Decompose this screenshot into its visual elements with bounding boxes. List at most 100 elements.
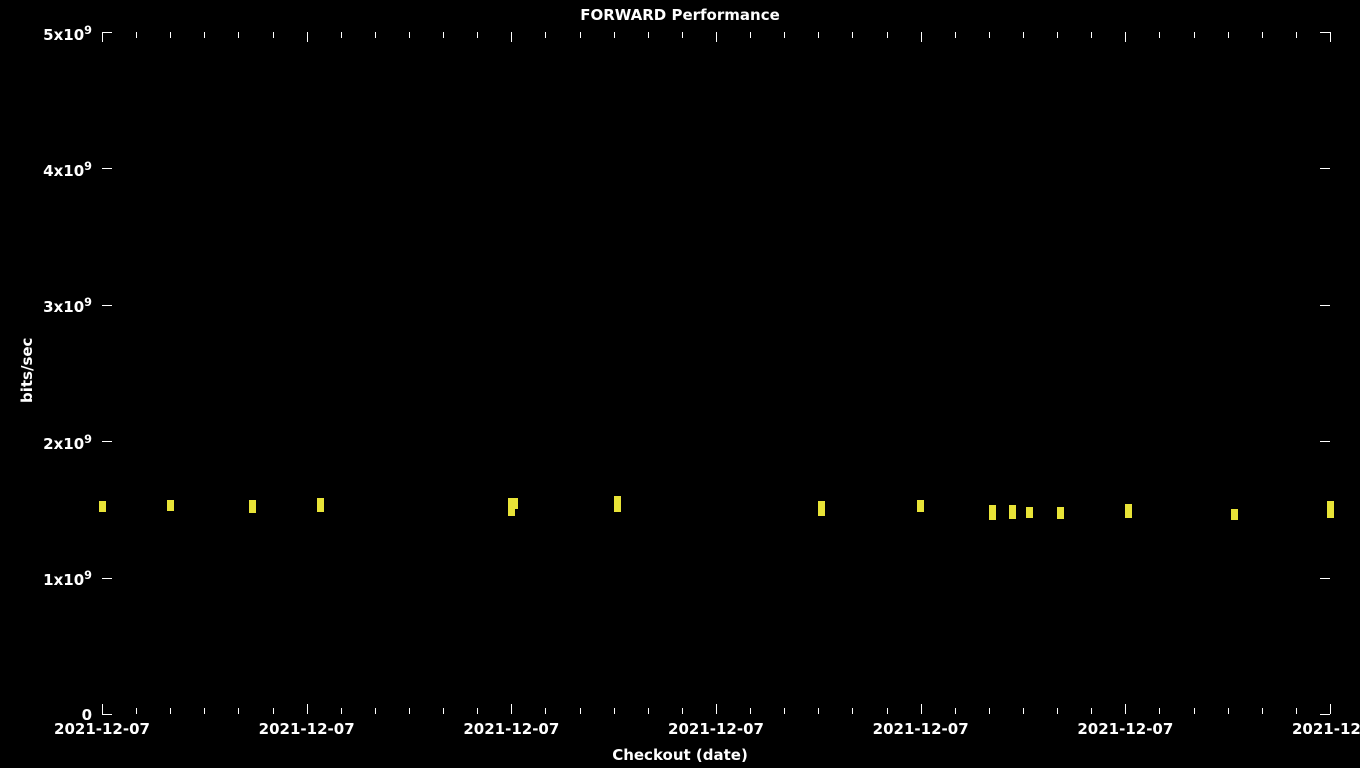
y-tick-label: 4x109 xyxy=(43,160,92,180)
x-tick-minor xyxy=(1159,32,1160,38)
x-tick-minor xyxy=(341,708,342,714)
chart-title: FORWARD Performance xyxy=(0,6,1360,24)
x-tick-major xyxy=(716,704,717,714)
y-tick xyxy=(1320,714,1330,715)
x-tick-minor xyxy=(1296,708,1297,714)
x-tick-minor xyxy=(341,32,342,38)
x-tick-major xyxy=(102,32,103,42)
y-tick xyxy=(102,32,112,33)
x-tick-minor xyxy=(1262,32,1263,38)
x-tick-minor xyxy=(750,32,751,38)
x-tick-minor xyxy=(784,32,785,38)
x-tick-minor xyxy=(648,32,649,38)
data-point xyxy=(1026,507,1033,518)
x-tick-minor xyxy=(1194,708,1195,714)
x-tick-label: 2021-12-07 xyxy=(668,720,764,738)
x-tick-minor xyxy=(204,32,205,38)
y-tick-label: 1x109 xyxy=(43,569,92,589)
x-tick-minor xyxy=(545,708,546,714)
x-tick-minor xyxy=(580,32,581,38)
x-tick-minor xyxy=(409,32,410,38)
x-tick-minor xyxy=(955,708,956,714)
x-tick-minor xyxy=(238,32,239,38)
y-axis-label: bits/sec xyxy=(18,338,36,403)
x-tick-minor xyxy=(1228,708,1229,714)
x-tick-minor xyxy=(580,708,581,714)
x-tick-minor xyxy=(375,32,376,38)
x-tick-minor xyxy=(1057,32,1058,38)
x-tick-minor xyxy=(818,32,819,38)
x-tick-minor xyxy=(409,708,410,714)
x-axis-label: Checkout (date) xyxy=(0,746,1360,764)
x-tick-minor xyxy=(1091,32,1092,38)
x-tick-minor xyxy=(273,32,274,38)
x-tick-minor xyxy=(682,32,683,38)
data-point xyxy=(249,500,256,514)
data-point xyxy=(511,498,518,509)
x-tick-major xyxy=(921,32,922,42)
x-tick-major xyxy=(511,704,512,714)
x-tick-minor xyxy=(1296,32,1297,38)
y-tick xyxy=(102,168,112,169)
x-tick-minor xyxy=(1262,708,1263,714)
data-point xyxy=(917,500,924,512)
x-tick-minor xyxy=(989,32,990,38)
data-point xyxy=(99,501,106,512)
y-tick xyxy=(1320,305,1330,306)
x-tick-major xyxy=(307,704,308,714)
y-tick-label: 3x109 xyxy=(43,296,92,316)
x-tick-label: 2021-12-07 xyxy=(259,720,355,738)
y-tick xyxy=(102,305,112,306)
data-point xyxy=(1125,504,1132,518)
forward-performance-chart: FORWARD Performance bits/sec Checkout (d… xyxy=(0,0,1360,768)
x-tick-minor xyxy=(818,708,819,714)
x-tick-label: 2021-12-0 xyxy=(1292,720,1360,738)
x-tick-minor xyxy=(750,708,751,714)
x-tick-minor xyxy=(273,708,274,714)
x-tick-minor xyxy=(238,708,239,714)
y-tick xyxy=(1320,168,1330,169)
x-tick-major xyxy=(716,32,717,42)
x-tick-label: 2021-12-07 xyxy=(873,720,969,738)
x-tick-label: 2021-12-07 xyxy=(1077,720,1173,738)
data-point xyxy=(317,498,324,512)
x-tick-minor xyxy=(170,708,171,714)
x-tick-minor xyxy=(375,708,376,714)
y-tick xyxy=(1320,32,1330,33)
x-tick-minor xyxy=(1159,708,1160,714)
x-tick-minor xyxy=(443,708,444,714)
x-tick-major xyxy=(1330,704,1331,714)
y-tick xyxy=(102,441,112,442)
y-tick xyxy=(102,578,112,579)
y-tick xyxy=(1320,578,1330,579)
x-tick-minor xyxy=(887,708,888,714)
x-tick-minor xyxy=(136,32,137,38)
data-point xyxy=(1327,501,1334,517)
x-tick-minor xyxy=(614,32,615,38)
y-tick xyxy=(102,714,112,715)
data-point xyxy=(989,505,996,520)
x-tick-minor xyxy=(1023,32,1024,38)
x-tick-minor xyxy=(1023,708,1024,714)
x-tick-minor xyxy=(477,32,478,38)
data-point xyxy=(167,500,174,511)
x-tick-minor xyxy=(648,708,649,714)
x-tick-major xyxy=(102,704,103,714)
x-tick-minor xyxy=(852,32,853,38)
x-tick-minor xyxy=(477,708,478,714)
data-point xyxy=(614,496,621,512)
x-tick-minor xyxy=(989,708,990,714)
data-point xyxy=(818,501,825,516)
x-tick-major xyxy=(1330,32,1331,42)
x-tick-minor xyxy=(955,32,956,38)
x-tick-major xyxy=(921,704,922,714)
x-tick-minor xyxy=(784,708,785,714)
y-tick xyxy=(1320,441,1330,442)
x-tick-minor xyxy=(614,708,615,714)
x-tick-label: 2021-12-07 xyxy=(54,720,150,738)
x-tick-major xyxy=(1125,704,1126,714)
x-tick-minor xyxy=(887,32,888,38)
x-tick-major xyxy=(1125,32,1126,42)
x-tick-minor xyxy=(852,708,853,714)
y-tick-label: 2x109 xyxy=(43,433,92,453)
